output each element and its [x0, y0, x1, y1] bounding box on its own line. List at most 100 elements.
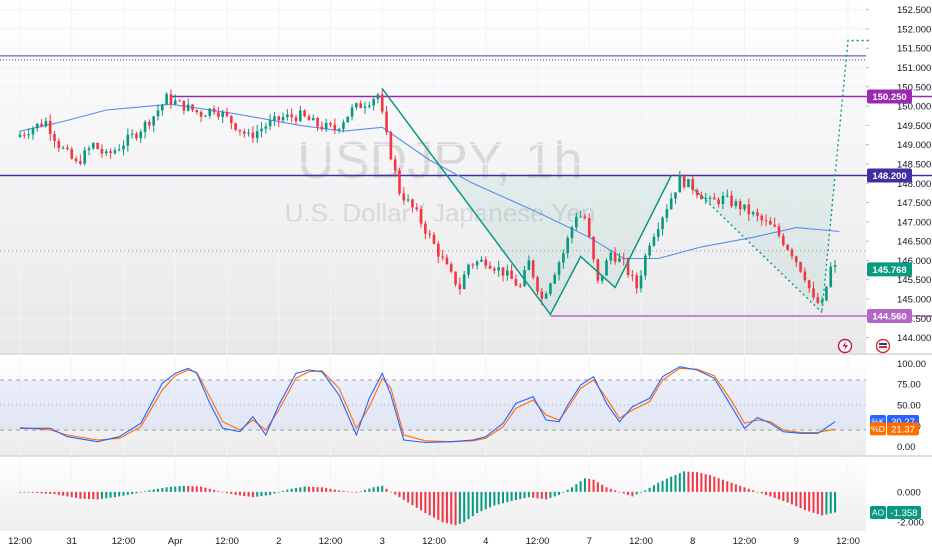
candle-body[interactable] [674, 192, 677, 199]
ao-bar[interactable] [631, 491, 634, 497]
candle-body[interactable] [756, 212, 759, 216]
ao-bar[interactable] [489, 491, 492, 508]
candle-body[interactable] [449, 264, 453, 272]
candle-body[interactable] [398, 170, 401, 194]
candle-body[interactable] [622, 258, 626, 260]
ao-bar[interactable] [519, 491, 522, 500]
candle-body[interactable] [79, 161, 82, 164]
ao-bar[interactable] [532, 491, 535, 498]
ao-bar[interactable] [83, 491, 86, 499]
candle-body[interactable] [195, 110, 199, 113]
candle-body[interactable] [324, 122, 328, 130]
ao-bar[interactable] [182, 485, 185, 492]
candle-body[interactable] [605, 260, 608, 276]
candle-body[interactable] [225, 112, 229, 116]
candle-body[interactable] [268, 120, 272, 127]
ao-bar[interactable] [709, 475, 711, 492]
ao-bar[interactable] [523, 491, 526, 499]
ao-bar[interactable] [652, 485, 655, 492]
price-label-badge[interactable] [867, 308, 912, 323]
ao-bar[interactable] [549, 491, 552, 498]
ao-bar[interactable] [96, 491, 99, 500]
ao-bar[interactable] [226, 491, 228, 493]
ao-bar[interactable] [187, 485, 190, 492]
ao-bar[interactable] [312, 486, 315, 492]
candle-body[interactable] [311, 118, 315, 121]
candle-body[interactable] [812, 288, 815, 298]
candle-body[interactable] [277, 116, 281, 121]
stochastic-d-value-badge[interactable] [887, 422, 919, 436]
candle-body[interactable] [406, 199, 410, 201]
ao-bar[interactable] [31, 491, 34, 493]
candle-body[interactable] [734, 201, 738, 207]
candle-body[interactable] [458, 284, 462, 290]
ao-bar[interactable] [368, 488, 371, 492]
ao-bar[interactable] [441, 491, 444, 523]
ao-bar[interactable] [338, 490, 341, 492]
candle-body[interactable] [691, 179, 695, 191]
candle-body[interactable] [777, 226, 781, 236]
ao-bar[interactable] [527, 491, 530, 498]
candle-body[interactable] [725, 195, 729, 197]
candle-body[interactable] [48, 120, 52, 135]
ao-bar[interactable] [812, 491, 815, 513]
candle-body[interactable] [428, 233, 431, 235]
ao-bar[interactable] [208, 488, 211, 492]
ao-bar[interactable] [75, 491, 78, 498]
candle-body[interactable] [462, 274, 466, 290]
candle-body[interactable] [506, 270, 509, 276]
ao-bar[interactable] [678, 473, 681, 492]
ao-bar[interactable] [834, 491, 837, 513]
ao-bar[interactable] [592, 479, 595, 492]
candle-body[interactable] [320, 126, 324, 130]
candle-body[interactable] [570, 227, 574, 238]
candle-body[interactable] [661, 217, 664, 230]
candle-body[interactable] [346, 116, 350, 123]
price-label-badge[interactable] [867, 89, 912, 104]
candle-body[interactable] [760, 215, 764, 221]
ao-bar[interactable] [195, 486, 198, 492]
ao-bar[interactable] [553, 491, 556, 497]
ao-bar[interactable] [661, 480, 664, 492]
ao-bar[interactable] [359, 491, 362, 492]
candle-body[interactable] [652, 236, 656, 246]
candle-body[interactable] [471, 264, 475, 266]
candle-body[interactable] [764, 220, 768, 222]
candle-body[interactable] [829, 266, 833, 287]
candle-body[interactable] [411, 199, 414, 208]
ao-bar[interactable] [247, 491, 250, 497]
ao-bar[interactable] [105, 491, 108, 499]
candle-body[interactable] [579, 216, 582, 218]
ao-bar[interactable] [100, 491, 103, 499]
ao-bar[interactable] [704, 474, 707, 492]
ao-bar[interactable] [596, 482, 599, 492]
candle-body[interactable] [303, 110, 306, 117]
candle-body[interactable] [807, 280, 811, 289]
ao-bar[interactable] [614, 490, 617, 492]
ao-bar[interactable] [756, 491, 759, 493]
ao-bar[interactable] [670, 476, 673, 492]
ao-bar[interactable] [799, 491, 802, 509]
ao-bar[interactable] [734, 484, 737, 492]
candle-body[interactable] [281, 117, 285, 121]
candle-body[interactable] [35, 123, 39, 129]
candle-body[interactable] [644, 255, 647, 276]
candle-body[interactable] [161, 104, 164, 111]
ao-bar[interactable] [450, 491, 453, 525]
ao-bar[interactable] [713, 476, 716, 492]
candle-body[interactable] [221, 112, 224, 117]
candle-body[interactable] [437, 243, 440, 257]
candle-body[interactable] [199, 112, 203, 117]
ao-bar[interactable] [558, 491, 561, 495]
ao-bar[interactable] [536, 491, 539, 499]
candle-body[interactable] [600, 275, 604, 281]
candle-body[interactable] [799, 262, 802, 272]
candle-body[interactable] [747, 204, 751, 215]
ao-bar[interactable] [165, 487, 168, 492]
ao-bar[interactable] [648, 487, 651, 492]
ao-bar[interactable] [782, 491, 785, 501]
candle-body[interactable] [518, 285, 522, 287]
candle-body[interactable] [57, 141, 61, 149]
candle-body[interactable] [83, 150, 86, 164]
